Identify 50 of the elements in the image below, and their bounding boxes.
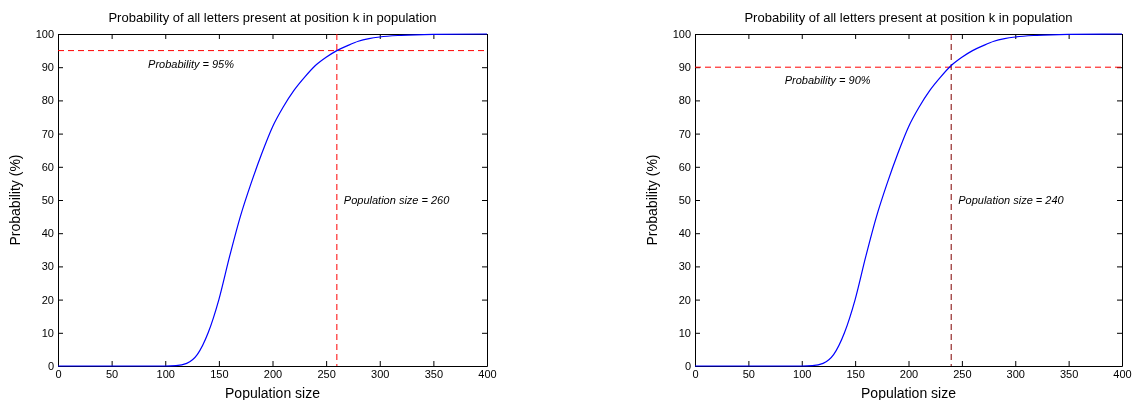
y-tick-label: 70 (678, 127, 691, 140)
x-tick-label: 350 (424, 367, 444, 380)
y-tick-label: 90 (41, 61, 54, 74)
y-tick-label: 30 (41, 260, 54, 273)
y-tick-label: 60 (678, 160, 691, 173)
ref-line-label: Population size = 240 (958, 194, 1065, 206)
x-tick-label: 350 (1059, 367, 1079, 380)
x-axis-title: Population size (861, 385, 957, 400)
x-tick-label: 200 (263, 367, 283, 380)
y-tick-label: 20 (678, 293, 691, 306)
y-tick-label: 90 (678, 61, 691, 74)
ref-line-label: Probability = 95% (148, 57, 235, 70)
chart-title: Probability of all letters present at position k in population (108, 10, 437, 25)
x-axis-title: Population size (225, 385, 321, 400)
y-tick-label: 30 (678, 260, 691, 273)
line-series (57, 33, 488, 367)
x-tick-label: 50 (742, 367, 755, 380)
x-tick-label: 50 (106, 367, 119, 380)
y-tick-label: 80 (41, 94, 54, 107)
x-tick-label: 100 (156, 367, 175, 380)
x-tick-label: 300 (1006, 367, 1025, 380)
x-tick-label: 250 (953, 367, 972, 380)
y-tick-label: 40 (41, 227, 54, 240)
y-tick-label: 10 (41, 326, 54, 339)
x-tick-label: 400 (478, 367, 497, 380)
y-axis-title: Probability (%) (644, 154, 660, 246)
y-tick-label: 60 (41, 160, 54, 173)
y-tick-label: 50 (41, 194, 54, 207)
y-axis-title: Probability (%) (7, 154, 23, 246)
y-tick-label: 10 (678, 326, 691, 339)
x-tick-label: 0 (692, 367, 699, 380)
line-series (694, 33, 1123, 367)
ref-line-label: Probability = 90% (784, 74, 871, 87)
y-tick-label: 100 (35, 28, 54, 41)
x-tick-label: 0 (55, 367, 62, 380)
y-tick-label: 100 (672, 28, 691, 41)
ref-line-label: Population size = 260 (343, 194, 451, 206)
x-tick-label: 150 (846, 367, 865, 380)
y-tick-label: 70 (41, 127, 54, 140)
y-tick-label: 50 (678, 194, 691, 207)
x-tick-label: 300 (371, 367, 390, 380)
x-tick-label: 250 (317, 367, 336, 380)
x-tick-label: 100 (793, 367, 812, 380)
y-tick-label: 80 (678, 94, 691, 107)
x-tick-label: 150 (210, 367, 229, 380)
y-tick-label: 20 (41, 293, 54, 306)
x-tick-label: 200 (899, 367, 919, 380)
x-tick-label: 400 (1113, 367, 1132, 380)
y-tick-label: 40 (678, 227, 691, 240)
chart-title: Probability of all letters present at position k in population (744, 10, 1073, 25)
